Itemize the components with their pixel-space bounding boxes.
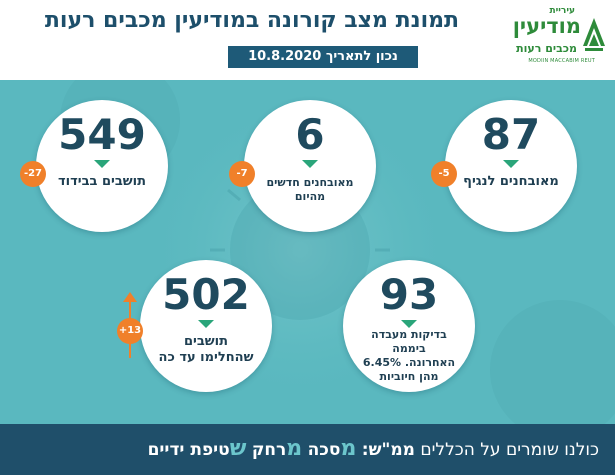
logo-english-name: MODIIN MACCABIM REUT <box>528 58 595 64</box>
footer-slogan: כולנו שומרים על הכללים ממ"ש: מסכה מרחק ש… <box>148 436 599 461</box>
stat-value: 502 <box>162 270 250 319</box>
footer-word-mask: סכה <box>307 440 341 460</box>
footer-acronym: ממ"ש: <box>361 440 415 460</box>
date-badge: נכון לתאריך 10.8.2020 <box>228 46 418 68</box>
logo-city-subname: מכבים רעות <box>516 42 577 55</box>
page-title: תמונת מצב קורונה במודיעין מכבים רעות <box>44 8 460 33</box>
stat-change-badge: -27 <box>20 161 46 187</box>
city-logo: עיריית מודיעין מכבים רעות MODIIN MACCABI… <box>492 6 607 70</box>
footer-letter-hygiene: ש <box>229 436 247 461</box>
stat-value: 93 <box>379 270 439 319</box>
stat-change-badge: +13 <box>117 318 143 344</box>
stat-change-badge: -5 <box>431 161 457 187</box>
up-arrow-icon <box>123 292 137 302</box>
stat-label: מאובחנים לנגיף <box>463 174 559 189</box>
stat-value: 6 <box>295 110 325 159</box>
logo-municipality-text: עיריית <box>549 6 575 16</box>
stat-label: תושבים שהחלימו עד כה <box>158 334 254 365</box>
stat-card-isolation: 549 תושבים בבידוד <box>36 100 168 232</box>
footer-banner: כולנו שומרים על הכללים ממ"ש: מסכה מרחק ש… <box>0 424 615 475</box>
down-arrow-icon <box>503 160 519 168</box>
header: תמונת מצב קורונה במודיעין מכבים רעות נכו… <box>0 0 615 80</box>
logo-city-name: מודיעין <box>512 14 581 38</box>
stat-value: 549 <box>58 110 146 159</box>
footer-intro: כולנו שומרים על הכללים <box>420 440 599 460</box>
stat-card-lab-tests: 93 בדיקות מעבדה ביממה האחרונה. 6.45% מהן… <box>343 260 475 392</box>
stat-value: 87 <box>481 110 541 159</box>
footer-word-distance: רחק <box>251 440 287 460</box>
stat-label: בדיקות מעבדה ביממה האחרונה. 6.45% מהן חי… <box>362 328 456 383</box>
down-arrow-icon <box>94 160 110 168</box>
down-arrow-icon <box>401 320 417 328</box>
down-arrow-icon <box>302 160 318 168</box>
stat-card-diagnosed: 87 מאובחנים לנגיף <box>445 100 577 232</box>
stat-change-badge: -7 <box>229 161 255 187</box>
footer-word-hygiene: טיפת ידיים <box>147 440 230 460</box>
stat-card-new-diagnosed: 6 מאובחנים חדשים מהיום <box>244 100 376 232</box>
footer-letter-mask: מ <box>340 436 357 461</box>
down-arrow-icon <box>198 320 214 328</box>
stat-label: מאובחנים חדשים מהיום <box>266 176 354 203</box>
stat-label: תושבים בבידוד <box>58 174 146 189</box>
footer-letter-distance: מ <box>286 436 303 461</box>
city-emblem-icon <box>583 18 605 51</box>
stat-card-recovered: 502 תושבים שהחלימו עד כה <box>140 260 272 392</box>
